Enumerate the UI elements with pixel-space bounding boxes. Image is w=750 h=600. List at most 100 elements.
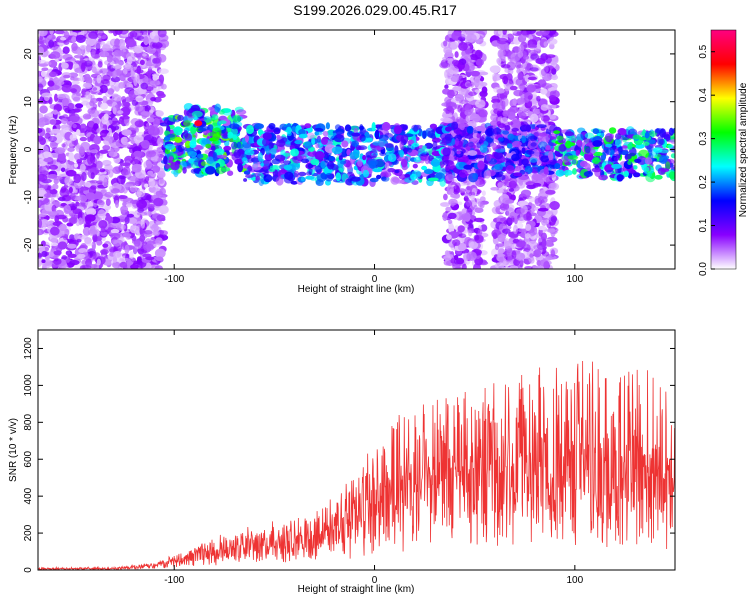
heatmap-cell — [47, 174, 58, 179]
heatmap-cell — [507, 121, 514, 126]
heatmap-cell — [351, 140, 359, 147]
heatmap-cell — [38, 83, 44, 92]
heatmap-cell — [474, 77, 481, 87]
heatmap-cell — [50, 226, 60, 236]
heatmap-cell — [506, 207, 515, 217]
snr-x-axis-label: Height of straight line (km) — [298, 584, 415, 595]
heatmap-cell — [523, 55, 530, 60]
heatmap-cell — [103, 113, 109, 121]
heatmap-cell — [454, 137, 459, 147]
heatmap-cell — [130, 70, 136, 80]
heatmap-cell — [88, 31, 99, 39]
heatmap-cell — [457, 242, 467, 252]
heatmap-cell — [618, 146, 623, 156]
heatmap-cell — [107, 119, 113, 125]
heatmap-cell — [49, 71, 57, 78]
heatmap-cell — [502, 188, 508, 195]
heatmap-cell — [502, 130, 510, 135]
heatmap-cell — [481, 190, 486, 196]
heatmap-cell — [632, 134, 642, 140]
heatmap-cell — [105, 198, 111, 206]
heatmap-cell — [159, 178, 165, 184]
heatmap-cell — [668, 171, 675, 179]
heatmap-cell — [314, 165, 322, 173]
y-tick-label: 200 — [23, 524, 34, 541]
heatmap-cell — [420, 155, 431, 161]
heatmap-cell — [513, 224, 518, 235]
heatmap-cell — [133, 135, 144, 144]
heatmap-cell — [529, 67, 539, 72]
heatmap-cell — [159, 230, 168, 236]
heatmap-cell — [540, 146, 546, 153]
heatmap-cell — [378, 138, 386, 148]
heatmap-cell — [540, 115, 550, 122]
heatmap-cell — [84, 214, 96, 222]
heatmap-cell — [126, 82, 132, 88]
heatmap-cell — [72, 30, 83, 33]
heatmap-cell — [73, 108, 81, 113]
heatmap-cell — [564, 131, 574, 136]
heatmap-cell — [209, 137, 217, 142]
heatmap-cell — [532, 182, 542, 187]
heatmap-cell — [492, 127, 502, 135]
heatmap-cell — [147, 170, 154, 175]
heatmap-cell — [100, 130, 108, 138]
heatmap-cell — [126, 56, 133, 65]
heatmap-cell — [668, 127, 674, 136]
heatmap-cell — [49, 119, 57, 125]
heatmap-cell — [493, 151, 503, 160]
heatmap-cell — [134, 69, 144, 74]
heatmap-cell — [131, 163, 142, 173]
heatmap-cell — [98, 220, 108, 229]
heatmap-cell — [150, 80, 161, 86]
heatmap-cell — [234, 158, 244, 165]
heatmap-cell — [372, 168, 383, 173]
heatmap-cell — [479, 136, 485, 141]
heatmap-cell — [466, 125, 474, 134]
heatmap-cell — [155, 110, 164, 117]
heatmap-cell — [41, 67, 49, 71]
heatmap-cell — [513, 216, 518, 225]
heatmap-cell — [75, 34, 86, 44]
heatmap-cell — [133, 150, 143, 157]
heatmap-cell — [262, 138, 271, 147]
heatmap-cell — [667, 144, 674, 149]
heatmap-cell — [491, 72, 499, 82]
heatmap-cell — [594, 167, 602, 177]
heatmap-cell — [119, 257, 130, 262]
heatmap-cell — [140, 139, 150, 149]
heatmap-cell — [404, 173, 411, 178]
heatmap-cell — [148, 178, 155, 188]
heatmap-cell — [524, 266, 533, 269]
heatmap-cell — [155, 221, 164, 225]
heatmap-cell — [644, 131, 650, 139]
heatmap-cell — [550, 216, 557, 223]
heatmap-cell — [130, 158, 140, 166]
heatmap-cell — [496, 88, 505, 94]
heatmap-cell — [422, 145, 427, 150]
heatmap-cell — [584, 145, 591, 154]
heatmap-cell — [60, 118, 69, 125]
heatmap-cell — [130, 264, 139, 269]
heatmap-cell — [474, 207, 484, 213]
heatmap-cell — [442, 212, 448, 222]
heatmap-cell — [384, 143, 394, 148]
heatmap-cell — [48, 135, 57, 143]
colorbar-tick-label: 0.3 — [698, 131, 709, 145]
heatmap-y-axis-label: Frequency (Hz) — [8, 116, 19, 185]
heatmap-cell — [104, 135, 115, 142]
heatmap-cell — [38, 167, 45, 173]
heatmap-cell — [163, 155, 168, 165]
heatmap-cell — [459, 169, 468, 178]
heatmap-cell — [535, 58, 546, 65]
heatmap-cell — [38, 143, 44, 151]
heatmap-cell — [79, 186, 89, 191]
heatmap-cell — [528, 257, 535, 264]
heatmap-cell — [300, 176, 305, 182]
heatmap-cell — [62, 46, 70, 54]
heatmap-cell — [524, 233, 531, 239]
heatmap-cell — [245, 174, 254, 179]
heatmap-cell — [73, 54, 84, 59]
heatmap-cell — [71, 92, 81, 102]
